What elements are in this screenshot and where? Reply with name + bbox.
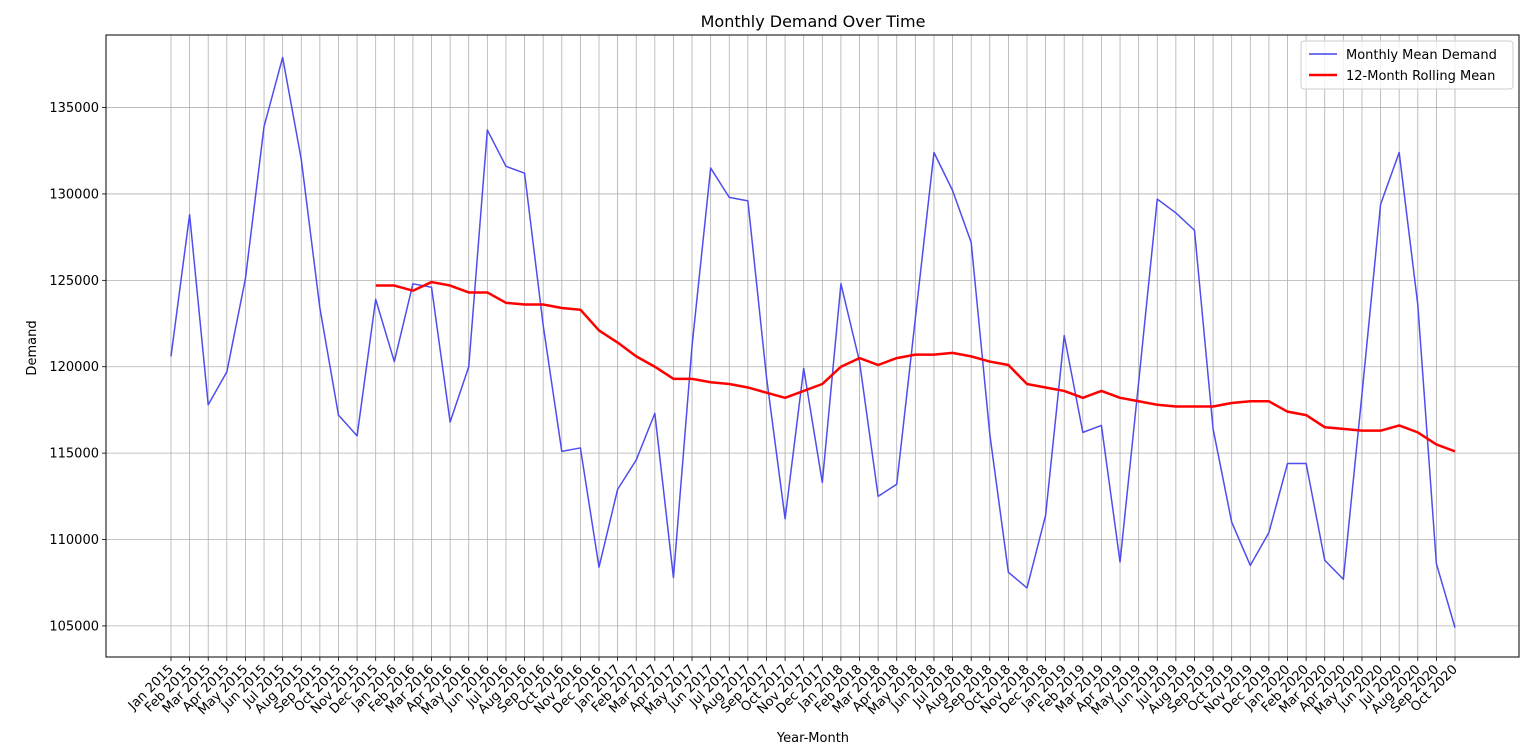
chart-title: Monthly Demand Over Time (701, 12, 926, 31)
y-tick-label: 105000 (49, 619, 99, 634)
x-axis-label: Year-Month (776, 731, 849, 746)
series-layer (170, 56, 1456, 628)
legend-label-rolling-mean: 12-Month Rolling Mean (1346, 69, 1495, 84)
y-tick-label: 130000 (49, 187, 99, 202)
plot-area (105, 34, 1520, 658)
legend-label-monthly-mean: Monthly Mean Demand (1346, 48, 1497, 63)
y-tick-label: 125000 (49, 274, 99, 289)
y-tick-label: 115000 (49, 447, 99, 462)
y-tick-label: 135000 (49, 101, 99, 116)
series-line-rolling-mean (375, 280, 1456, 453)
legend: Monthly Mean Demand 12-Month Rolling Mea… (1300, 40, 1514, 90)
series-line-monthly-mean (170, 56, 1456, 628)
gridlines (106, 35, 1519, 657)
y-tick-label: 110000 (49, 533, 99, 548)
y-axis-ticks: 105000 110000 115000 120000 125000 130000 1350… (49, 101, 106, 634)
y-axis-label: Demand (25, 320, 40, 375)
plot-frame (105, 34, 1520, 658)
legend-box (1300, 40, 1514, 90)
y-tick-label: 120000 (49, 360, 99, 375)
